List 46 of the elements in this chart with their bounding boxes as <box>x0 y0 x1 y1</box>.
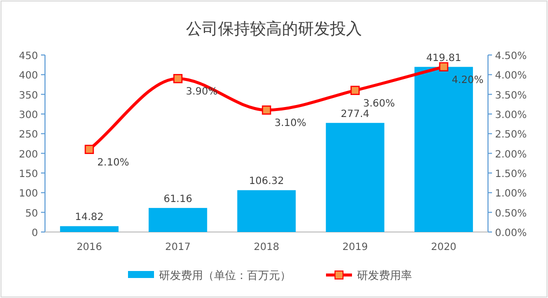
y2-tick-label: 4.00% <box>495 70 527 82</box>
y2-tick-label: 0.50% <box>495 208 527 220</box>
legend-label: 研发费用（单位：百万元） <box>159 269 291 282</box>
point <box>173 74 182 84</box>
y2-tick-label: 3.50% <box>495 90 527 102</box>
x-tick-label: 2018 <box>254 242 280 253</box>
legend-label: 研发费用率 <box>357 269 412 282</box>
y-tick-label: 400 <box>18 70 38 82</box>
point <box>262 105 272 115</box>
bar <box>148 208 208 232</box>
data-label: 3.60% <box>363 98 395 110</box>
x-tick-label: 2016 <box>76 242 102 253</box>
y-tick-label: 50 <box>25 208 38 220</box>
x-tick-label: 2017 <box>165 242 191 253</box>
y-tick-label: 200 <box>18 149 38 160</box>
y2-tick-label: 2.00% <box>495 149 527 160</box>
data-label: 2.10% <box>97 157 130 168</box>
y2-tick-label: 4.50% <box>495 51 527 62</box>
data-label: 277.4 <box>340 108 370 120</box>
y2-tick-label: 2.50% <box>495 130 527 141</box>
data-label: 14.82 <box>74 212 104 224</box>
point <box>439 62 448 72</box>
chart-title: 公司保持较高的研发投入 <box>186 19 362 38</box>
y-tick-label: 450 <box>18 51 38 62</box>
data-label: 61.16 <box>164 194 192 205</box>
x-tick-label: 2019 <box>342 242 368 253</box>
point <box>350 86 360 95</box>
y2-tick-label: 1.00% <box>495 188 527 200</box>
data-label: 3.10% <box>274 118 306 130</box>
bar <box>326 122 384 232</box>
point <box>84 144 94 154</box>
y2-tick-label: 0.00% <box>495 228 527 239</box>
y-tick-label: 250 <box>18 130 38 141</box>
bar <box>60 226 119 232</box>
data-label: 419.81 <box>426 52 462 64</box>
bar <box>237 190 296 232</box>
y2-tick-label: 3.00% <box>495 110 527 121</box>
y-tick-label: 350 <box>18 90 38 102</box>
x-tick-label: 2020 <box>430 242 456 253</box>
y-tick-label: 150 <box>18 169 38 180</box>
y-tick-label: 0 <box>32 228 38 239</box>
data-label: 106.32 <box>249 176 284 188</box>
y2-tick-label: 1.50% <box>495 169 527 180</box>
data-label: 3.90% <box>186 86 218 98</box>
y-tick-label: 300 <box>18 110 38 121</box>
y-tick-label: 100 <box>18 188 38 200</box>
